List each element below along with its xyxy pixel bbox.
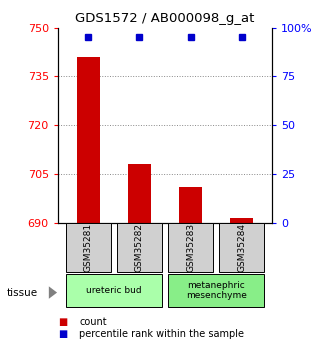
Bar	[128, 164, 151, 223]
Text: count: count	[79, 317, 107, 326]
Text: GSM35281: GSM35281	[84, 223, 93, 272]
Text: ■: ■	[58, 317, 67, 326]
Text: GSM35282: GSM35282	[135, 223, 144, 272]
FancyBboxPatch shape	[66, 274, 162, 307]
Text: ureteric bud: ureteric bud	[86, 286, 142, 295]
Text: GDS1572 / AB000098_g_at: GDS1572 / AB000098_g_at	[75, 12, 255, 25]
FancyBboxPatch shape	[219, 223, 264, 272]
FancyBboxPatch shape	[66, 223, 111, 272]
Bar	[77, 57, 100, 223]
Text: percentile rank within the sample: percentile rank within the sample	[79, 329, 244, 339]
Bar	[179, 187, 202, 223]
Text: GSM35283: GSM35283	[186, 223, 195, 272]
FancyBboxPatch shape	[168, 274, 264, 307]
FancyBboxPatch shape	[168, 223, 213, 272]
Text: tissue: tissue	[7, 288, 38, 297]
Text: ■: ■	[58, 329, 67, 339]
FancyBboxPatch shape	[117, 223, 162, 272]
Text: GSM35284: GSM35284	[237, 223, 246, 272]
Text: metanephric
mesenchyme: metanephric mesenchyme	[186, 281, 247, 300]
Polygon shape	[49, 286, 57, 299]
Bar	[230, 218, 253, 223]
